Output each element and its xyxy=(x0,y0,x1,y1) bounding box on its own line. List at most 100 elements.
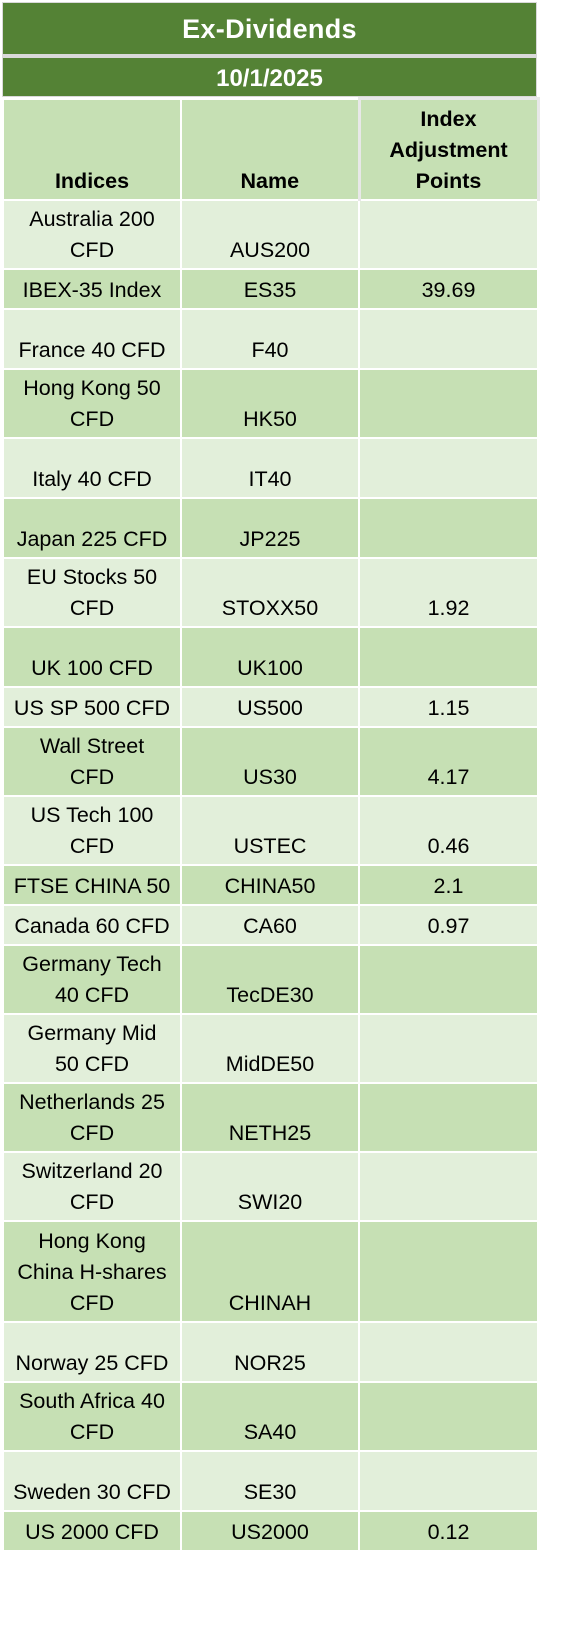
cell-adjustment-points xyxy=(358,367,539,439)
table-row: US Tech 100 CFD USTEC 0.46 xyxy=(2,794,539,866)
cell-adjustment-points xyxy=(358,1012,539,1084)
index-label-line: IBEX-35 Index xyxy=(22,277,162,302)
cell-name: CA60 xyxy=(180,903,360,946)
cell-adjustment-points xyxy=(358,625,539,688)
cell-index: Canada 60 CFD xyxy=(2,903,182,946)
table-row: Canada 60 CFD CA60 0.97 xyxy=(2,903,539,946)
cell-index: Hong Kong 50 CFD xyxy=(2,367,182,439)
table-row: Switzerland 20 CFD SWI20 xyxy=(2,1150,539,1222)
index-label-line: Norway 25 CFD xyxy=(15,1350,169,1375)
cell-index: Netherlands 25 CFD xyxy=(2,1081,182,1153)
index-label-line: CFD xyxy=(69,1189,115,1214)
cell-adjustment-points: 2.1 xyxy=(358,863,539,906)
cell-index: FTSE CHINA 50 xyxy=(2,863,182,906)
cell-adjustment-points xyxy=(358,1320,539,1383)
index-label-line: CFD xyxy=(69,1290,115,1315)
cell-name: MidDE50 xyxy=(180,1012,360,1084)
cell-index: Germany Mid 50 CFD xyxy=(2,1012,182,1084)
index-label-line: Japan 225 CFD xyxy=(16,526,168,551)
table-row: Germany Tech 40 CFD TecDE30 xyxy=(2,943,539,1015)
cell-index: Germany Tech 40 CFD xyxy=(2,943,182,1015)
cell-adjustment-points xyxy=(358,1219,539,1323)
index-label-line: CFD xyxy=(69,1419,115,1444)
table-row: US SP 500 CFD US500 1.15 xyxy=(2,685,539,728)
cell-name: SE30 xyxy=(180,1449,360,1512)
index-label-line: UK 100 CFD xyxy=(31,655,153,680)
cell-adjustment-points: 0.97 xyxy=(358,903,539,946)
table-row: South Africa 40 CFD SA40 xyxy=(2,1380,539,1452)
cell-name: US500 xyxy=(180,685,360,728)
cell-name: NOR25 xyxy=(180,1320,360,1383)
index-label-line: Switzerland 20 xyxy=(21,1158,163,1183)
cell-index: South Africa 40 CFD xyxy=(2,1380,182,1452)
table-row: Germany Mid 50 CFD MidDE50 xyxy=(2,1012,539,1084)
index-label-line: 50 CFD xyxy=(54,1051,130,1076)
ex-dividends-table: Indices Name Index Adjustment Points Aus… xyxy=(2,97,540,1552)
cell-index: IBEX-35 Index xyxy=(2,267,182,310)
cell-adjustment-points xyxy=(358,1449,539,1512)
table-row: Sweden 30 CFD SE30 xyxy=(2,1449,539,1512)
cell-index: US Tech 100 CFD xyxy=(2,794,182,866)
index-label-line: CFD xyxy=(69,833,115,858)
column-header-points-line3: Points xyxy=(415,168,482,193)
index-label-line: Australia 200 xyxy=(29,206,155,231)
cell-adjustment-points xyxy=(358,1081,539,1153)
table-row: FTSE CHINA 50 CHINA50 2.1 xyxy=(2,863,539,906)
cell-name: JP225 xyxy=(180,496,360,559)
cell-name: F40 xyxy=(180,307,360,370)
index-label-line: CFD xyxy=(69,764,115,789)
cell-index: Norway 25 CFD xyxy=(2,1320,182,1383)
cell-index: US SP 500 CFD xyxy=(2,685,182,728)
column-header-indices: Indices xyxy=(2,97,182,201)
cell-adjustment-points xyxy=(358,307,539,370)
table-row: EU Stocks 50 CFD STOXX50 1.92 xyxy=(2,556,539,628)
cell-index: Switzerland 20 CFD xyxy=(2,1150,182,1222)
index-label-line: CFD xyxy=(69,1120,115,1145)
index-label-line: Wall Street xyxy=(39,733,145,758)
cell-index: UK 100 CFD xyxy=(2,625,182,688)
table-row: UK 100 CFD UK100 xyxy=(2,625,539,688)
index-label-line: US 2000 CFD xyxy=(25,1519,159,1544)
table-row: Netherlands 25 CFD NETH25 xyxy=(2,1081,539,1153)
column-header-points-line2: Adjustment xyxy=(389,137,508,162)
table-row: US 2000 CFD US2000 0.12 xyxy=(2,1509,539,1552)
cell-adjustment-points: 1.15 xyxy=(358,685,539,728)
cell-adjustment-points xyxy=(358,496,539,559)
index-label-line: Netherlands 25 xyxy=(19,1089,165,1114)
index-label-line: Germany Mid xyxy=(27,1020,157,1045)
index-label-line: US Tech 100 xyxy=(30,802,154,827)
cell-adjustment-points xyxy=(358,198,539,270)
sheet-title: Ex-Dividends xyxy=(2,2,537,55)
cell-adjustment-points xyxy=(358,436,539,499)
cell-name: AUS200 xyxy=(180,198,360,270)
table-row: Hong Kong 50 CFD HK50 xyxy=(2,367,539,439)
cell-adjustment-points: 0.12 xyxy=(358,1509,539,1552)
cell-index: Hong Kong China H-shares CFD xyxy=(2,1219,182,1323)
cell-index: Japan 225 CFD xyxy=(2,496,182,559)
index-label-line: China H-shares xyxy=(17,1259,167,1284)
cell-name: CHINA50 xyxy=(180,863,360,906)
cell-name: SA40 xyxy=(180,1380,360,1452)
cell-index: EU Stocks 50 CFD xyxy=(2,556,182,628)
cell-adjustment-points xyxy=(358,1380,539,1452)
cell-name: CHINAH xyxy=(180,1219,360,1323)
index-label-line: Germany Tech xyxy=(22,951,162,976)
index-label-line: Italy 40 CFD xyxy=(32,466,152,491)
ex-dividends-sheet: Ex-Dividends 10/1/2025 Indices Name Inde… xyxy=(2,2,540,1552)
cell-name: HK50 xyxy=(180,367,360,439)
index-label-line: FTSE CHINA 50 xyxy=(13,873,171,898)
index-label-line: CFD xyxy=(69,595,115,620)
sheet-date: 10/1/2025 xyxy=(2,55,537,97)
table-row: Norway 25 CFD NOR25 xyxy=(2,1320,539,1383)
column-header-points-line1: Index xyxy=(420,106,477,131)
cell-name: SWI20 xyxy=(180,1150,360,1222)
table-row: IBEX-35 Index ES35 39.69 xyxy=(2,267,539,310)
table-row: Italy 40 CFD IT40 xyxy=(2,436,539,499)
table-row: Wall Street CFD US30 4.17 xyxy=(2,725,539,797)
cell-name: IT40 xyxy=(180,436,360,499)
index-label-line: CFD xyxy=(69,237,115,262)
index-label-line: US SP 500 CFD xyxy=(13,695,171,720)
cell-index: Italy 40 CFD xyxy=(2,436,182,499)
cell-name: NETH25 xyxy=(180,1081,360,1153)
column-header-points: Index Adjustment Points xyxy=(357,97,540,201)
